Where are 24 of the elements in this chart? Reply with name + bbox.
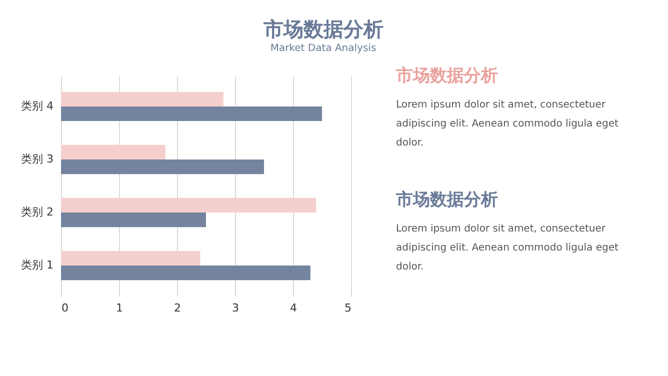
text: 市场数据分析 [395,66,498,86]
chart-subtitle: Market Data Analysis [270,43,376,54]
bar [61,92,224,106]
chart-title: 市场数据分析 [262,17,384,41]
x-tick-label: 5 [344,302,352,314]
text: Lorem ipsum dolor sit amet, consectetuer adipiscing elit. Aenean commodo ligula eget dolor. [396,224,619,272]
bar [61,266,310,280]
text: Lorem ipsum dolor sit amet, consectetuer adipiscing elit. Aenean commodo ligula eget dolor. [396,100,619,148]
x-tick-label: 2 [174,302,181,314]
bar [61,198,316,213]
x-tick-label: 4 [290,302,297,314]
y-tick-label: 类别 2 [21,206,54,219]
x-tick-label: 1 [116,302,123,314]
bar [61,250,200,266]
bar [61,106,322,122]
bar [61,159,264,174]
bar [61,144,166,160]
text: 市场数据分析 [395,190,498,210]
y-tick-label: 类别 3 [21,152,54,166]
bar [61,212,206,228]
y-tick-label: 类别 4 [21,99,54,112]
x-tick-label: 0 [62,302,68,314]
x-tick-label: 3 [232,302,239,314]
y-tick-label: 类别 1 [21,258,54,272]
